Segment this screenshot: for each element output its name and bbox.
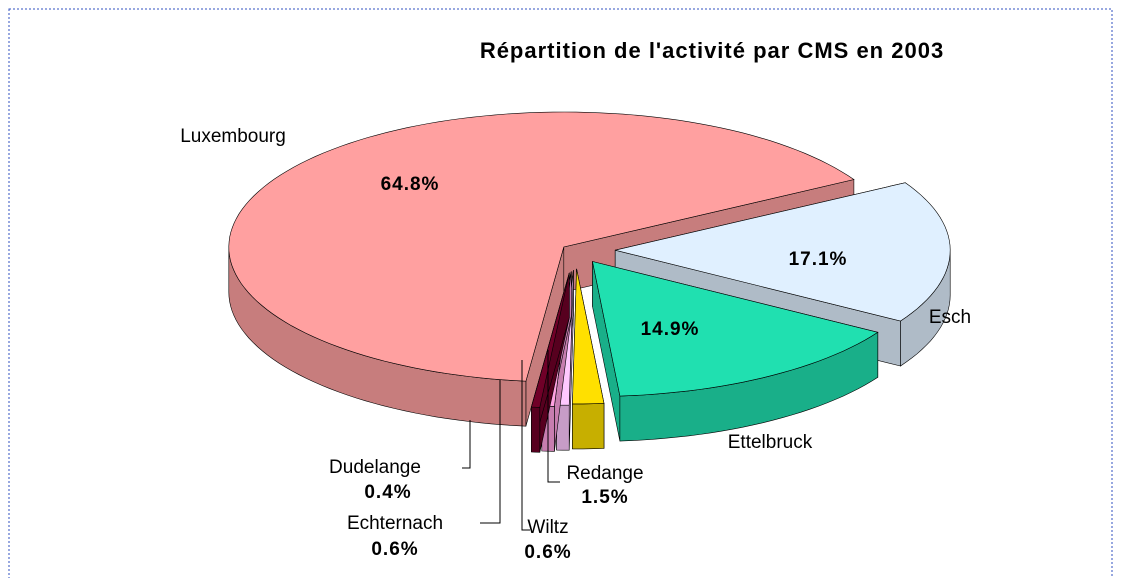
- value-label: 1.5%: [581, 487, 628, 508]
- slice: [592, 261, 879, 397]
- leader-line: [462, 420, 471, 469]
- category-label: Ettelbruck: [728, 432, 813, 453]
- border: [8, 8, 1113, 578]
- leader-lines: [462, 350, 560, 531]
- slice-wall: [531, 406, 541, 453]
- value-label: 14.9%: [641, 319, 700, 340]
- value-label: 0.6%: [371, 539, 418, 560]
- leader-line: [521, 360, 530, 531]
- value-label: 64.8%: [381, 174, 440, 195]
- leader-line: [547, 350, 560, 483]
- value-label: 0.4%: [364, 482, 411, 503]
- category-label: Redange: [566, 463, 643, 484]
- value-label: 17.1%: [789, 249, 848, 270]
- slice: [531, 272, 570, 408]
- leader-line: [480, 380, 501, 524]
- value-label: 0.6%: [524, 542, 571, 563]
- slice: [572, 268, 605, 405]
- chart-title: Répartition de l'activité par CMS en 200…: [480, 38, 944, 63]
- category-label: Esch: [929, 307, 971, 328]
- slice: [615, 182, 951, 322]
- category-label: Echternach: [347, 513, 443, 534]
- slice-wall: [572, 403, 605, 450]
- category-label: Luxembourg: [180, 126, 286, 147]
- labels: Esch 17.1% Ettelbruck 14.9% Redange 1.5% Wiltz…: [180, 126, 971, 563]
- pie: [228, 111, 951, 453]
- category-label: Dudelange: [329, 457, 421, 478]
- category-label: Wiltz: [527, 517, 568, 538]
- slice: [228, 111, 855, 382]
